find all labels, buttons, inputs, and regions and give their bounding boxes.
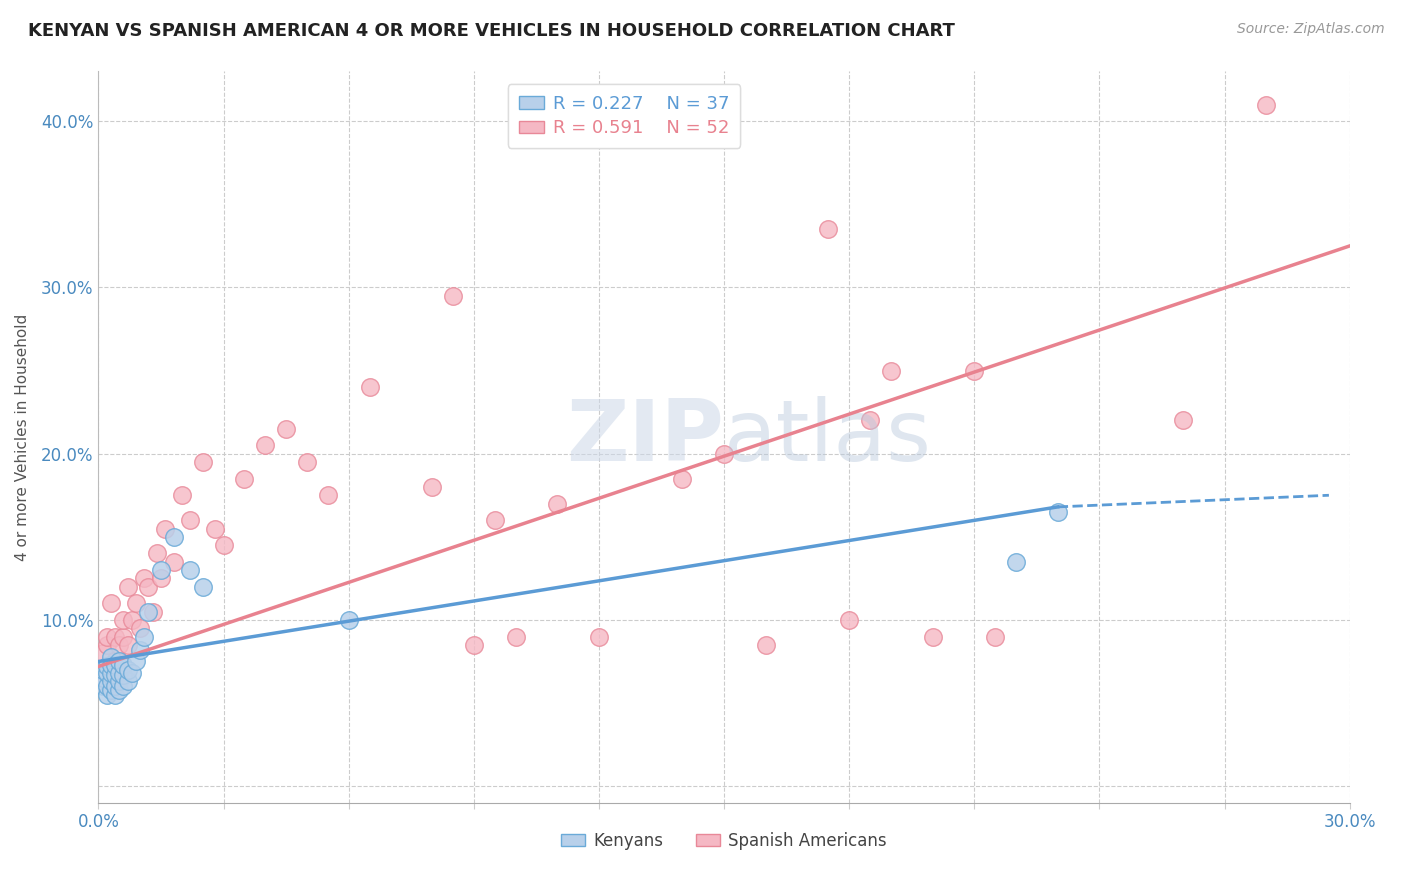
Point [125, 596, 148, 610]
Text: KENYAN VS SPANISH AMERICAN 4 OR MORE VEHICLES IN HOUSEHOLD CORRELATION CHART: KENYAN VS SPANISH AMERICAN 4 OR MORE VEH… [28, 22, 955, 40]
Point [100, 657, 122, 672]
Point [108, 682, 131, 697]
Point [963, 363, 986, 377]
Point [755, 638, 778, 652]
Point [441, 289, 464, 303]
Point [112, 630, 135, 644]
Point [146, 546, 169, 560]
Point [91, 646, 114, 660]
Point [1256, 97, 1278, 112]
Text: atlas: atlas [724, 395, 932, 479]
Point [104, 688, 127, 702]
Point [142, 605, 165, 619]
Point [96, 659, 118, 673]
Point [117, 674, 139, 689]
Point [134, 630, 156, 644]
Point [337, 613, 360, 627]
Point [984, 630, 1007, 644]
Point [420, 480, 443, 494]
Point [104, 680, 127, 694]
Point [1171, 413, 1194, 427]
Point [121, 666, 143, 681]
Point [588, 630, 610, 644]
Point [96, 688, 118, 702]
Point [134, 571, 156, 585]
Point [212, 538, 235, 552]
Point [117, 663, 139, 677]
Point [153, 521, 176, 535]
Point [96, 680, 118, 694]
Point [316, 488, 339, 502]
Point [359, 380, 381, 394]
Point [96, 630, 118, 644]
Point [179, 513, 201, 527]
Point [204, 521, 226, 535]
Point [117, 580, 139, 594]
Point [100, 649, 122, 664]
Point [191, 580, 214, 594]
Point [108, 638, 131, 652]
Point [150, 563, 173, 577]
Point [112, 657, 135, 672]
Point [179, 563, 201, 577]
Point [100, 674, 122, 689]
Point [859, 413, 882, 427]
Point [104, 657, 127, 672]
Point [91, 663, 114, 677]
Text: Source: ZipAtlas.com: Source: ZipAtlas.com [1237, 22, 1385, 37]
Point [125, 655, 148, 669]
Point [1046, 505, 1069, 519]
Y-axis label: 4 or more Vehicles in Household: 4 or more Vehicles in Household [15, 313, 30, 561]
Point [100, 596, 122, 610]
Point [191, 455, 214, 469]
Point [96, 666, 118, 681]
Point [138, 605, 160, 619]
Point [138, 580, 160, 594]
Point [117, 638, 139, 652]
Point [112, 667, 135, 681]
Point [1005, 555, 1028, 569]
Point [100, 682, 122, 697]
Point [233, 472, 256, 486]
Point [108, 655, 131, 669]
Point [170, 488, 193, 502]
Point [880, 363, 903, 377]
Point [100, 666, 122, 681]
Point [546, 497, 568, 511]
Point [129, 621, 152, 635]
Point [104, 630, 127, 644]
Point [112, 613, 135, 627]
Point [162, 530, 184, 544]
Point [91, 671, 114, 685]
Point [108, 674, 131, 689]
Point [121, 613, 143, 627]
Point [817, 222, 839, 236]
Point [104, 655, 127, 669]
Point [104, 667, 127, 681]
Point [91, 680, 114, 694]
Point [108, 666, 131, 681]
Point [671, 472, 693, 486]
Point [921, 630, 943, 644]
Point [162, 555, 184, 569]
Point [274, 422, 298, 436]
Point [463, 638, 485, 652]
Point [505, 630, 527, 644]
Point [112, 680, 135, 694]
Point [838, 613, 860, 627]
Point [108, 655, 131, 669]
Legend: Kenyans, Spanish Americans: Kenyans, Spanish Americans [555, 825, 893, 856]
Point [295, 455, 318, 469]
Point [254, 438, 277, 452]
Point [484, 513, 506, 527]
Point [150, 571, 173, 585]
Text: ZIP: ZIP [567, 395, 724, 479]
Point [713, 447, 735, 461]
Point [96, 638, 118, 652]
Point [129, 643, 152, 657]
